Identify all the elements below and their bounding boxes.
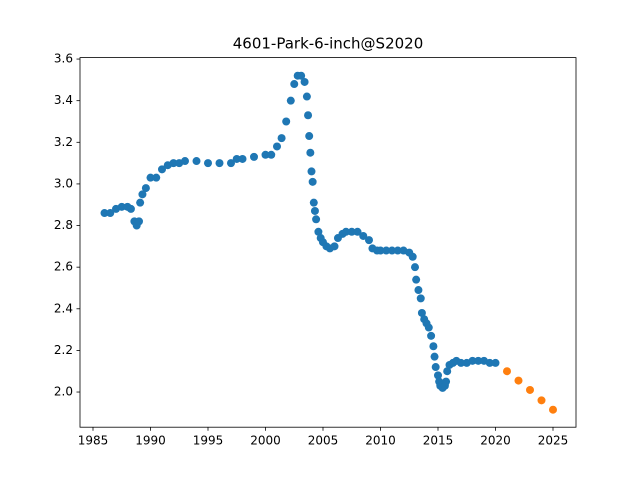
point (514, 376, 523, 385)
point (282, 117, 291, 126)
point (429, 342, 438, 351)
point (359, 231, 368, 240)
x-tick-label: 2020 (480, 434, 511, 448)
point (468, 356, 477, 365)
x-tick-label: 1995 (193, 434, 224, 448)
point (412, 275, 421, 284)
point (277, 134, 286, 143)
point (410, 263, 419, 272)
x-tick-label: 2005 (308, 434, 339, 448)
point (474, 356, 483, 365)
point (537, 396, 546, 405)
point (341, 227, 350, 236)
point (232, 154, 241, 163)
point (548, 405, 557, 414)
point (297, 71, 306, 80)
point (491, 358, 500, 367)
point (417, 308, 426, 317)
point (141, 184, 150, 193)
point (525, 385, 534, 394)
plot-frame (79, 57, 577, 428)
point (308, 177, 317, 186)
point (431, 363, 440, 372)
y-tick-label: 3.6 (54, 52, 73, 66)
point (387, 246, 396, 255)
point (310, 206, 319, 215)
point (376, 246, 385, 255)
point (305, 132, 314, 141)
x-tick-label: 2000 (250, 434, 281, 448)
point (430, 352, 439, 361)
point (364, 236, 373, 245)
chart-title: 4601-Park-6-inch@S2020 (233, 35, 424, 53)
point (427, 331, 436, 340)
point (106, 209, 115, 218)
point (414, 286, 423, 295)
point (382, 246, 391, 255)
point (408, 252, 417, 261)
point (203, 159, 212, 168)
point (146, 173, 155, 182)
point (306, 148, 315, 157)
y-tick-label: 3.2 (54, 135, 73, 149)
point (304, 111, 313, 120)
point (100, 209, 109, 218)
y-tick-label: 2.2 (54, 343, 73, 357)
point (314, 227, 323, 236)
point (272, 142, 281, 151)
point (347, 227, 356, 236)
y-tick-label: 3.4 (54, 93, 73, 107)
point (126, 204, 135, 213)
point (302, 92, 311, 101)
x-tick-label: 2015 (423, 434, 454, 448)
y-tick-label: 2.4 (54, 301, 73, 315)
point (330, 242, 339, 251)
point (117, 202, 126, 211)
point (290, 80, 299, 89)
point (134, 217, 143, 226)
y-tick-label: 2.0 (54, 385, 73, 399)
point (309, 198, 318, 207)
y-tick-label: 2.8 (54, 218, 73, 232)
point (169, 159, 178, 168)
point (443, 367, 452, 376)
point (152, 173, 161, 182)
point (393, 246, 402, 255)
point (215, 159, 224, 168)
x-tick-label: 2025 (538, 434, 569, 448)
point (157, 165, 166, 174)
y-tick-label: 3.0 (54, 176, 73, 190)
point (353, 227, 362, 236)
point (261, 150, 270, 159)
x-tick-label: 2010 (365, 434, 396, 448)
point (442, 377, 451, 386)
point (433, 371, 442, 380)
point (416, 294, 425, 303)
point (192, 157, 201, 166)
point (267, 150, 276, 159)
point (485, 358, 494, 367)
point (238, 154, 247, 163)
point (226, 159, 235, 168)
point (300, 77, 309, 86)
point (138, 190, 147, 199)
point (312, 215, 321, 224)
x-tick-label: 1985 (78, 434, 109, 448)
x-tick-label: 1990 (135, 434, 166, 448)
point (307, 167, 316, 176)
point (286, 96, 295, 105)
point (424, 323, 433, 332)
point (456, 358, 465, 367)
point (180, 157, 189, 166)
point (502, 367, 511, 376)
point (249, 152, 258, 161)
point (136, 198, 145, 207)
y-tick-label: 2.6 (54, 260, 73, 274)
